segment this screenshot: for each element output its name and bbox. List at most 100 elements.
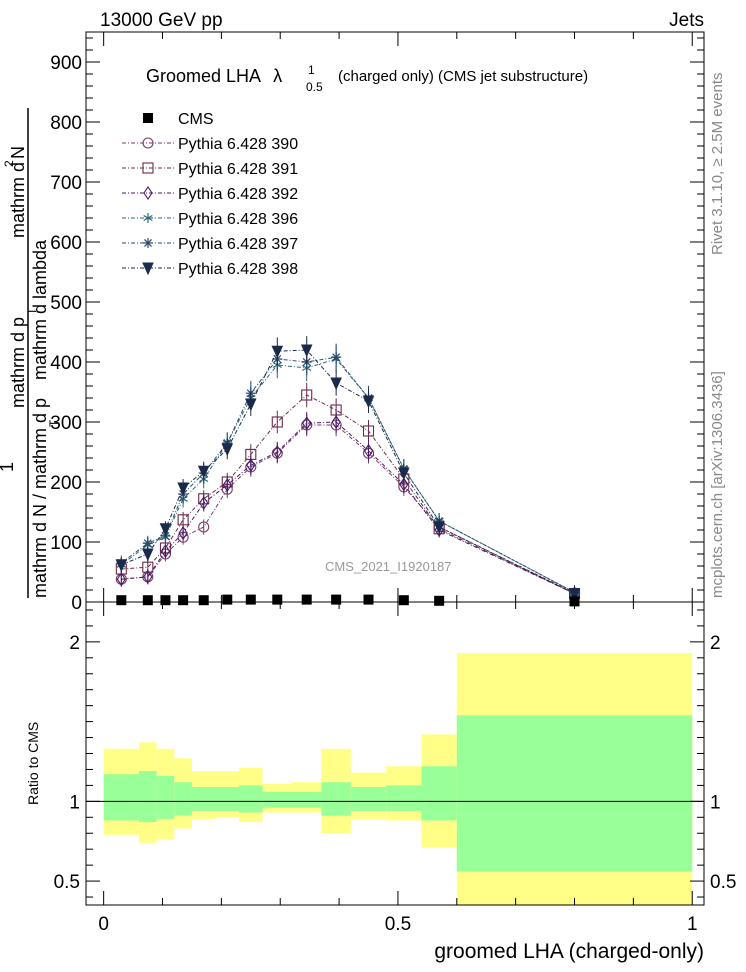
legend-marker (143, 186, 153, 200)
legend-label: Pythia 6.428 391 (178, 161, 298, 178)
main-plot: 0 100 200 300 400 500 600 700 800 900 (50, 31, 705, 614)
legend-item-3: Pythia 6.428 392 (122, 186, 298, 203)
data-series (116, 594, 580, 607)
svg-text:Groomed LHA λ: Groomed LHA λ (146, 66, 282, 86)
series-point (362, 395, 375, 409)
main-plot-content (115, 336, 581, 607)
ratio-ytick-label: 0.5 (54, 872, 80, 893)
legend-item-1: Pythia 6.428 390 (122, 136, 298, 153)
ylabel-one: 1 (0, 462, 17, 472)
ylabel-num-sup: 2 (2, 160, 16, 167)
data-point (331, 594, 342, 605)
ratio-band-inner (262, 791, 292, 808)
main-ytick-label: 200 (50, 473, 82, 494)
rivet-label: Rivet 3.1.10, ≥ 2.5M events (709, 73, 726, 256)
main-ytick-label: 700 (50, 173, 82, 194)
series-6 (115, 336, 581, 601)
series-point (271, 416, 283, 428)
series-point (300, 344, 313, 358)
main-ylabel: mathrm d N / mathrm d p T mathrm d lambd… (0, 108, 61, 598)
series-point (272, 445, 282, 459)
legend-label: Pythia 6.428 396 (178, 211, 298, 228)
series-point (331, 415, 341, 429)
series-point (221, 443, 234, 457)
series-point (222, 478, 232, 492)
ratio-band-inner (156, 775, 175, 819)
ratio-ytick-label: 2 (69, 633, 80, 654)
series-line (121, 394, 575, 595)
legend-marker (142, 262, 154, 276)
ylabel-num3: mathrm d lambda (30, 239, 50, 380)
ylabel-den: mathrm d N / mathrm d p (30, 398, 50, 598)
ratio-band-inner (292, 791, 322, 808)
data-point (398, 595, 409, 606)
legend-label: Pythia 6.428 397 (178, 236, 298, 253)
data-point (301, 594, 312, 605)
data-point (160, 595, 171, 606)
mcplots-label: mcplots.cern.ch [arXiv:1306.3436] (709, 371, 726, 598)
title-main: Groomed LHA (146, 66, 261, 86)
series-point (302, 416, 312, 431)
legend-marker (142, 137, 154, 149)
ratio-ylabel: Ratio to CMS (25, 722, 41, 805)
series-point (197, 465, 210, 479)
legend-marker (143, 213, 153, 223)
data-point (245, 594, 256, 605)
series-point (331, 352, 342, 363)
ratio-xtick-label: 1 (687, 914, 698, 935)
title-sub: 0.5 (306, 80, 323, 94)
series-line (121, 358, 575, 593)
ratio-xtick-label: 0 (98, 914, 109, 935)
data-point (272, 594, 283, 605)
main-ytick-label: 600 (50, 233, 82, 254)
legend-marker (143, 113, 153, 123)
main-plot-ticks: 0 100 200 300 400 500 600 700 800 900 (50, 32, 704, 614)
ratio-band-inner (386, 785, 422, 811)
title-tail: (charged only) (CMS jet substructure) (338, 68, 588, 85)
data-point (178, 595, 189, 606)
legend-label: Pythia 6.428 398 (178, 261, 298, 278)
ratio-band-inner (421, 766, 457, 821)
series-point (363, 443, 374, 458)
series-point (142, 538, 153, 549)
title-symbol: λ (273, 66, 282, 86)
series-line (121, 424, 575, 594)
legend-item-6: Pythia 6.428 398 (122, 261, 298, 278)
ylabel-num-b: N (8, 146, 28, 159)
data-point (434, 595, 445, 606)
ratio-band-inner (191, 786, 216, 811)
series-point (177, 482, 189, 496)
series-point (399, 477, 409, 492)
legend-label: CMS (178, 111, 214, 128)
main-ytick-label: 500 (50, 293, 82, 314)
header-right: Jets (669, 10, 704, 31)
series-point (271, 345, 284, 359)
ratio-band-inner (174, 782, 192, 816)
ylabel-num2-sub: T (25, 307, 39, 315)
data-point (116, 595, 127, 606)
series-point (362, 425, 375, 437)
ratio-plot-ticks: 0.5 0.5 1 1 2 2 0 0.5 1 (54, 602, 736, 935)
ratio-xlabel: groomed LHA (charged-only) (434, 940, 704, 963)
ratio-ytick-label-right: 1 (710, 792, 721, 813)
series-point (142, 548, 154, 562)
data-point (363, 594, 374, 605)
series-point (568, 588, 581, 601)
series-point (433, 521, 445, 535)
ratio-band-inner (103, 774, 139, 821)
main-ytick-label: 100 (50, 533, 82, 554)
ratio-ytick-label: 1 (69, 792, 80, 813)
ratio-band-inner (138, 771, 157, 823)
header-left: 13000 GeV pp (100, 10, 223, 31)
series-point (160, 544, 171, 558)
series-point (178, 526, 188, 540)
ylabel-num-a: mathrm d (8, 162, 28, 238)
legend: CMS Pythia 6.428 390 Pythia 6.428 391 Pythi… (122, 111, 298, 278)
series-line (121, 356, 575, 593)
series-point (246, 458, 256, 473)
series-point (115, 559, 128, 573)
ratio-plot: 0.5 0.5 1 1 2 2 0 0.5 1 (54, 601, 736, 935)
ratio-band-inner (215, 786, 240, 811)
series-point (116, 572, 126, 587)
main-ytick-label: 900 (50, 53, 82, 74)
